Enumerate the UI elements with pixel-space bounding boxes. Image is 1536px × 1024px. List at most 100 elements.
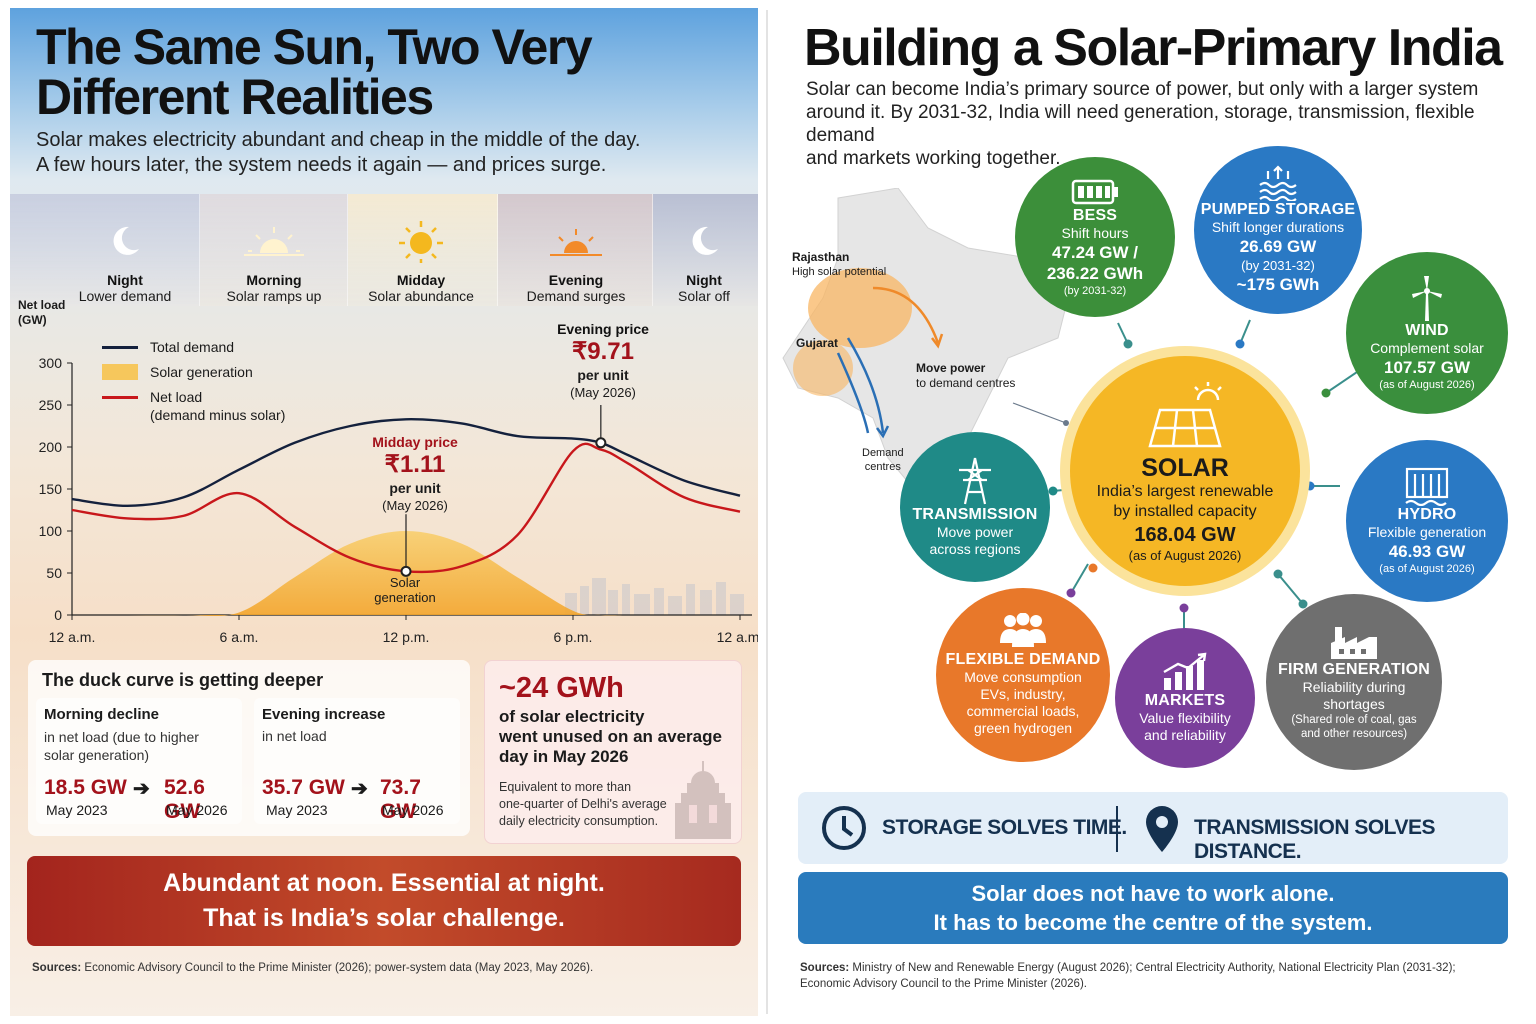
hydro-note: (as of August 2026) bbox=[1379, 563, 1475, 575]
period-name: Midday bbox=[396, 272, 446, 288]
bess-value-gwh: 236.22 GWh bbox=[1046, 263, 1144, 283]
period-labels: Night Lower demand Morning Solar ramps up … bbox=[10, 214, 758, 304]
rajasthan-name: Rajasthan bbox=[792, 250, 850, 264]
period-night-early: Night Lower demand bbox=[55, 214, 195, 304]
period-name: Evening bbox=[548, 272, 604, 288]
bess-title: BESS bbox=[1072, 206, 1118, 224]
left-panel: The Same Sun, Two Very Different Realiti… bbox=[10, 8, 758, 1016]
legend-solar-label: Solar generation bbox=[150, 364, 253, 380]
pumped-storage-circle: PUMPED STORAGE Shift longer durations 26… bbox=[1194, 146, 1362, 314]
panel-divider bbox=[766, 10, 768, 1014]
pumped-storage-value-gw: 26.69 GW bbox=[1239, 237, 1317, 256]
legend-total-label: Total demand bbox=[150, 339, 235, 355]
period-desc: Solar off bbox=[678, 288, 730, 304]
y-tick-label: 50 bbox=[46, 565, 62, 581]
connectors bbox=[1048, 319, 1361, 633]
evening-increase-card: Evening increase in net load 35.7 GW May… bbox=[254, 698, 460, 824]
left-subtitle-line2: A few hours later, the system needs it a… bbox=[36, 154, 607, 176]
flexible-demand-desc3: commercial loads, bbox=[966, 703, 1080, 719]
water-pump-icon bbox=[1259, 165, 1297, 201]
demand-centres-line2: centres bbox=[864, 461, 901, 473]
left-banner-line1: Abundant at noon. Essential at night. bbox=[163, 869, 605, 897]
legend-net-note: (demand minus solar) bbox=[150, 407, 286, 423]
morning-to-value: 52.6 GW bbox=[164, 776, 205, 823]
legend-net-swatch bbox=[102, 395, 138, 399]
arrow-south-b bbox=[836, 352, 870, 434]
net-load-chart: 0 50 100 150 200 250 300 12 a.m. 6 a.m. 12 p.m. 6 … bbox=[39, 355, 758, 645]
legend-solar: Solar generation bbox=[102, 363, 285, 381]
solves-strip: STORAGE SOLVES TIME. TRANSMISSION SOLVES… bbox=[798, 792, 1508, 864]
arrow-south-a bbox=[846, 337, 885, 434]
map-leader-line bbox=[1012, 402, 1067, 424]
unused-solar-line2: went unused on an average bbox=[499, 727, 722, 746]
evening-price-value: ₹9.71 bbox=[572, 338, 634, 365]
morning-decline-card: Morning decline in net load (due to high… bbox=[36, 698, 242, 824]
power-tower-icon bbox=[959, 457, 991, 505]
unused-solar-note2: one-quarter of Delhi's average bbox=[499, 797, 667, 811]
x-tick-label: 12 a.m. bbox=[717, 629, 758, 645]
y-tick-label: 250 bbox=[39, 397, 63, 413]
evening-price-date: (May 2026) bbox=[570, 385, 636, 400]
moon-icon bbox=[692, 226, 718, 255]
y-tick-label: 150 bbox=[39, 481, 63, 497]
firm-generation-note2: and other resources) bbox=[1300, 728, 1408, 740]
solar-title: SOLAR bbox=[1141, 453, 1229, 482]
map-leader-dot bbox=[1063, 420, 1069, 426]
period-desc: Demand surges bbox=[526, 288, 626, 304]
transmission-circle: TRANSMISSION Move power across regions bbox=[900, 432, 1050, 582]
left-sources-text: Economic Advisory Council to the Prime M… bbox=[84, 962, 594, 974]
right-title: Building a Solar-Primary India bbox=[804, 19, 1503, 77]
transmission-desc2: across regions bbox=[929, 541, 1021, 557]
morning-from-date: May 2023 bbox=[46, 802, 108, 818]
firm-generation-title: FIRM GENERATION bbox=[1277, 661, 1431, 678]
location-pin-icon bbox=[1146, 806, 1178, 852]
left-title: The Same Sun, Two Very Different Realiti… bbox=[36, 22, 593, 122]
legend-solar-swatch bbox=[102, 364, 138, 380]
arrow-east bbox=[872, 286, 940, 344]
move-power-line1: Move power bbox=[916, 361, 986, 375]
y-axis-label-line1: Net load bbox=[18, 298, 66, 312]
period-desc: Solar ramps up bbox=[226, 288, 322, 304]
flexible-demand-desc1: Move consumption bbox=[964, 669, 1082, 685]
left-sources-label: Sources: bbox=[32, 962, 82, 974]
right-intro: Solar can become India’s primary source … bbox=[806, 78, 1530, 170]
unused-solar-note: Equivalent to more than one-quarter of D… bbox=[499, 779, 667, 830]
hydro-desc: Flexible generation bbox=[1367, 524, 1487, 540]
sunrise-icon bbox=[244, 227, 304, 256]
move-power-line2: to demand centres bbox=[916, 376, 1016, 390]
evening-price: Evening price ₹9.71 per unit (May 2026) bbox=[538, 320, 668, 402]
evening-price-label: Evening price bbox=[557, 321, 649, 337]
bess-value-gw: 47.24 GW / bbox=[1052, 242, 1138, 262]
bess-desc: Shift hours bbox=[1061, 224, 1129, 241]
firm-generation-circle: FIRM GENERATION Reliability during short… bbox=[1266, 594, 1442, 770]
wind-turbine-icon bbox=[1412, 276, 1442, 321]
move-power-label: Move power to demand centres bbox=[916, 361, 1015, 391]
pumped-storage-desc: Shift longer durations bbox=[1211, 219, 1345, 235]
morning-from-value: 18.5 GW bbox=[44, 776, 127, 799]
solar-note: (as of August 2026) bbox=[1128, 547, 1242, 563]
period-name: Morning bbox=[246, 272, 302, 288]
pumped-storage-title: PUMPED STORAGE bbox=[1200, 201, 1356, 218]
left-banner: Abundant at noon. Essential at night. Th… bbox=[27, 856, 741, 946]
x-tick-label: 6 p.m. bbox=[554, 629, 593, 645]
legend-net: Net load bbox=[102, 388, 285, 406]
period-desc: Solar abundance bbox=[368, 288, 474, 304]
evening-price-unit: per unit bbox=[577, 367, 629, 383]
hydro-value: 46.93 GW bbox=[1388, 542, 1466, 561]
solar-circle: SOLAR India’s largest renewable by insta… bbox=[1070, 356, 1300, 586]
morning-decline-desc-line1: in net load (due to higher bbox=[44, 729, 199, 745]
arrow-east-head bbox=[931, 333, 944, 349]
city-skyline-icon bbox=[565, 578, 744, 615]
x-tick-label: 12 a.m. bbox=[49, 629, 96, 645]
hydro-title: HYDRO bbox=[1397, 506, 1457, 523]
india-map bbox=[782, 188, 1069, 530]
rajasthan-note: High solar potential bbox=[792, 266, 887, 278]
left-subtitle-line1: Solar makes electricity abundant and che… bbox=[36, 129, 641, 151]
wind-circle: WIND Complement solar 107.57 GW (as of A… bbox=[1346, 252, 1508, 414]
y-tick-label: 200 bbox=[39, 439, 63, 455]
battery-icon bbox=[1071, 179, 1118, 204]
y-axis-label: Net load (GW) bbox=[18, 298, 65, 328]
midday-price-unit: per unit bbox=[389, 480, 441, 496]
wind-note: (as of August 2026) bbox=[1379, 379, 1475, 391]
morning-decline-desc: in net load (due to higher solar generati… bbox=[44, 728, 199, 764]
